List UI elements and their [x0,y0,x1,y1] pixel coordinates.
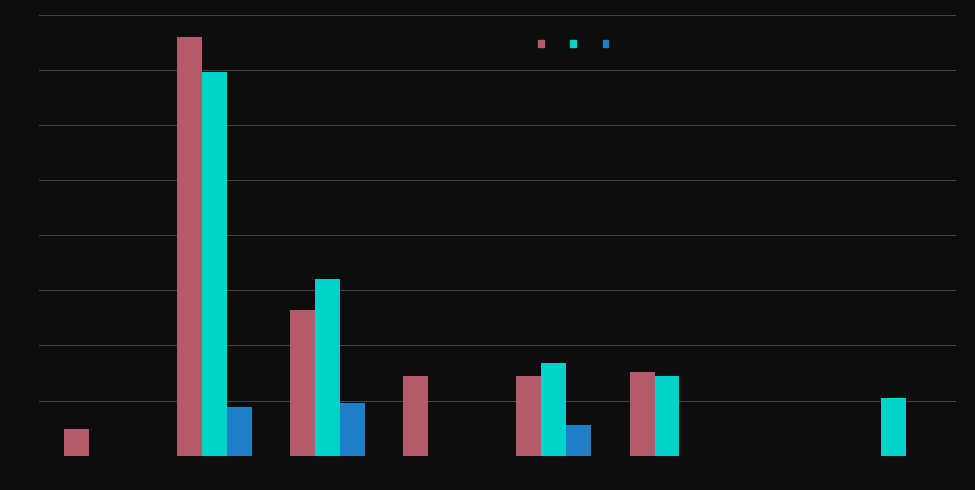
Bar [404,376,428,456]
Bar [566,425,591,456]
Legend:  ,  ,  : , , [534,35,617,53]
Bar [227,407,252,456]
Bar [291,310,315,456]
Bar [315,279,340,456]
Bar [177,37,202,456]
Bar [64,429,89,456]
Bar [517,376,541,456]
Bar [880,398,906,456]
Bar [541,363,566,456]
Bar [202,72,227,456]
Bar [340,403,365,456]
Bar [654,376,680,456]
Bar [630,372,654,456]
